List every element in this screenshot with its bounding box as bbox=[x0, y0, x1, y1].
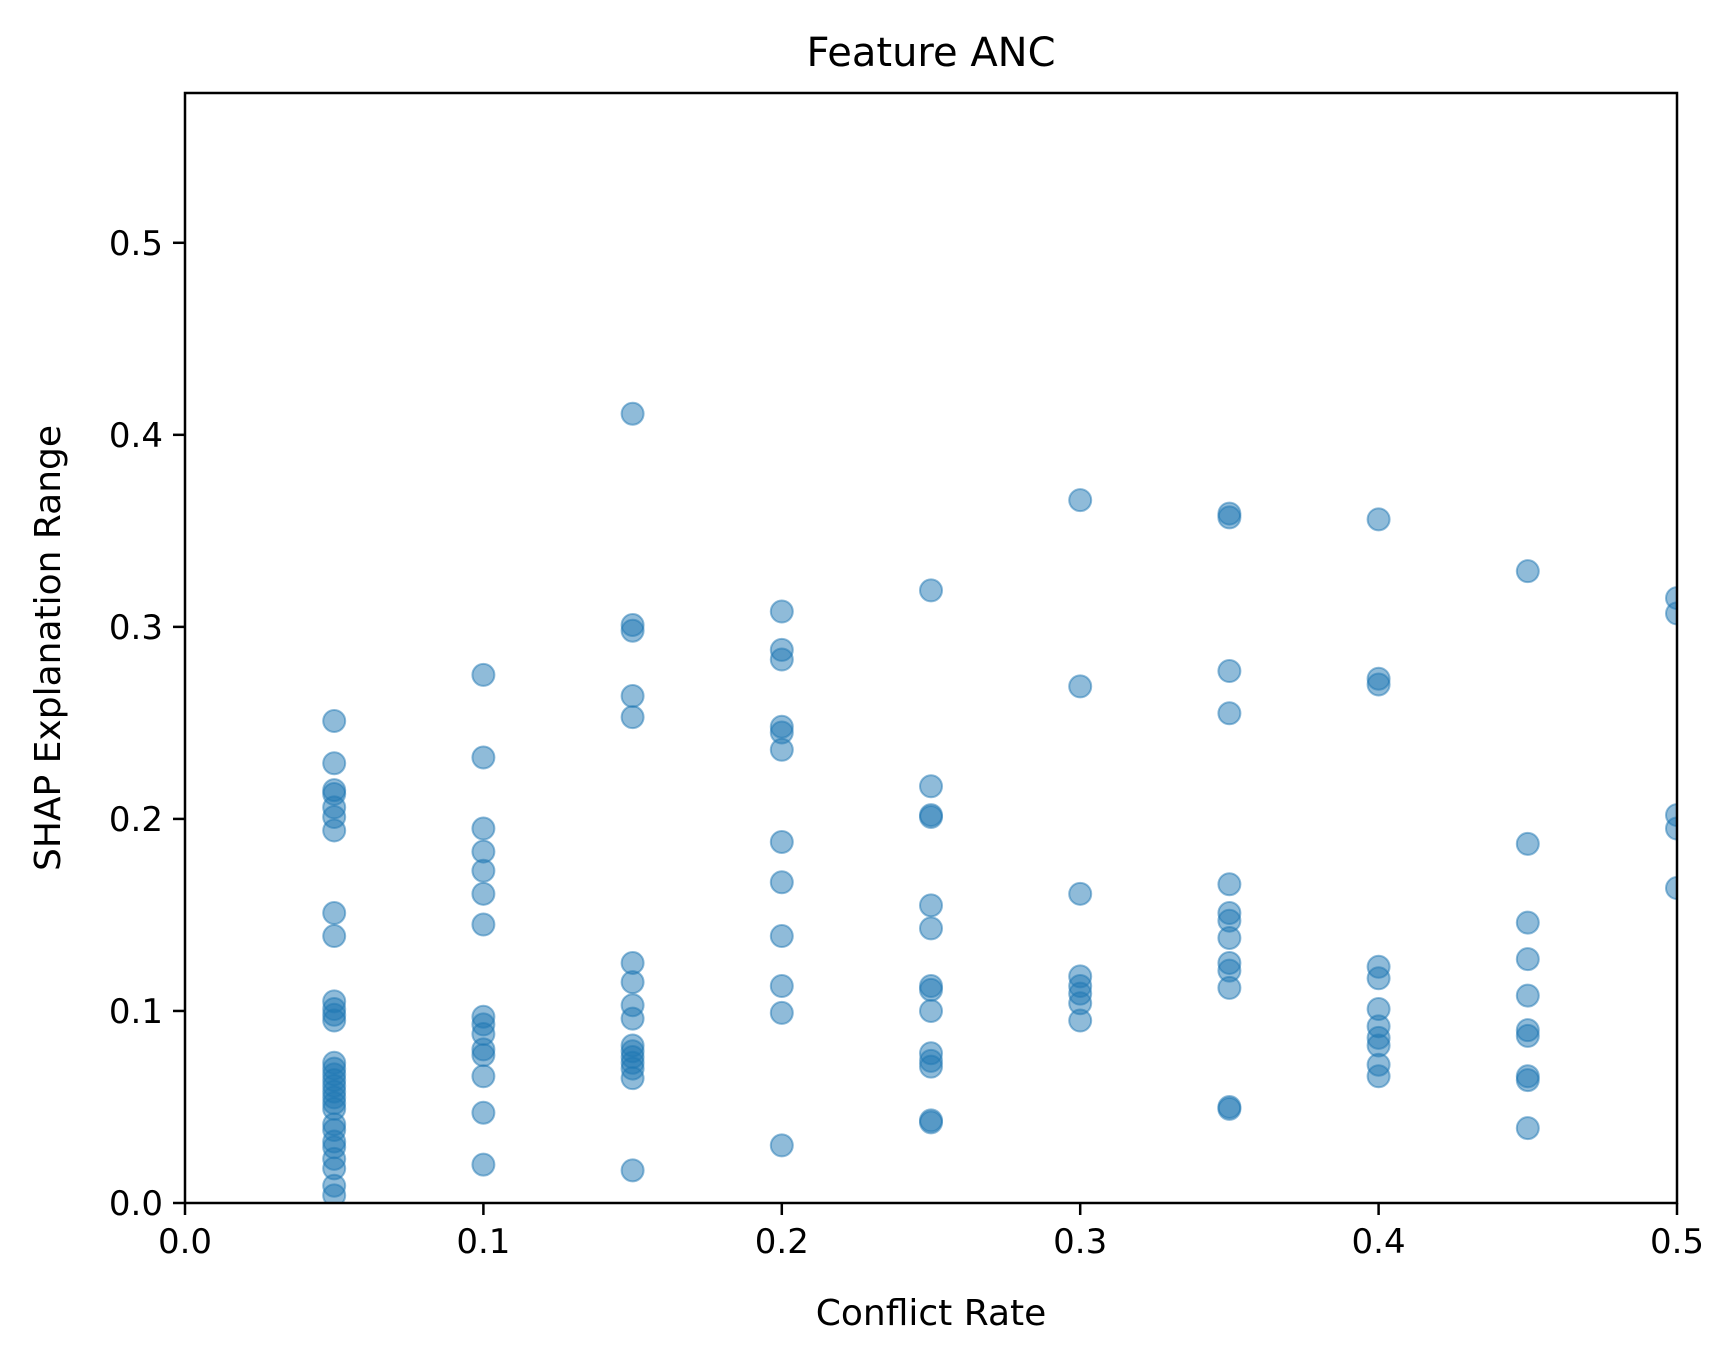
x-axis-label: Conflict Rate bbox=[816, 1293, 1047, 1334]
scatter-point bbox=[919, 1054, 943, 1079]
scatter-point bbox=[1217, 872, 1242, 897]
x-tick-label: 0.3 bbox=[1053, 1222, 1107, 1262]
scatter-point bbox=[919, 977, 943, 1002]
scatter-point bbox=[1217, 1096, 1242, 1121]
plot-frame bbox=[183, 91, 1679, 1205]
scatter-point bbox=[1217, 505, 1242, 530]
scatter-point bbox=[769, 829, 794, 854]
scatter-point bbox=[471, 912, 496, 937]
scatter-point bbox=[471, 881, 496, 906]
scatter-point bbox=[1515, 910, 1540, 935]
scatter-point bbox=[919, 893, 943, 918]
y-tick-label: 0.2 bbox=[109, 800, 163, 840]
scatter-point bbox=[769, 647, 794, 672]
scatter-point bbox=[1068, 674, 1093, 699]
scatter-point bbox=[1515, 831, 1540, 856]
scatter-point bbox=[769, 1133, 794, 1158]
scatter-point bbox=[919, 774, 943, 799]
scatter-point bbox=[1665, 601, 1677, 626]
x-tick-label: 0.5 bbox=[1650, 1222, 1704, 1262]
scatter-point bbox=[471, 662, 496, 687]
scatter-point bbox=[1366, 507, 1391, 532]
scatter-point bbox=[769, 737, 794, 762]
scatter-point bbox=[1515, 947, 1540, 972]
scatter-point bbox=[471, 1100, 496, 1125]
scatter-point bbox=[1366, 672, 1391, 697]
points-layer bbox=[322, 401, 1677, 1203]
y-tick-label: 0.4 bbox=[109, 416, 163, 456]
scatter-point bbox=[1366, 1064, 1391, 1089]
scatter-point bbox=[1068, 488, 1093, 513]
scatter-point bbox=[1217, 975, 1242, 1000]
scatter-point bbox=[1515, 1023, 1540, 1048]
scatter-point bbox=[620, 970, 645, 995]
scatter-point bbox=[1068, 881, 1093, 906]
x-tick-label: 0.1 bbox=[456, 1222, 510, 1262]
scatter-point bbox=[471, 1064, 496, 1089]
scatter-point bbox=[471, 745, 496, 770]
scatter-point bbox=[322, 1183, 347, 1203]
x-tick-label: 0.4 bbox=[1352, 1222, 1406, 1262]
scatter-point bbox=[769, 1000, 794, 1025]
scatter-point bbox=[1366, 966, 1391, 991]
scatter-point bbox=[769, 870, 794, 895]
scatter-point bbox=[1665, 816, 1677, 841]
scatter-point bbox=[1515, 559, 1540, 584]
scatter-point bbox=[769, 973, 794, 998]
scatter-point bbox=[1068, 1008, 1093, 1033]
x-axis-ticks: 0.0 0.1 0.2 0.3 0.4 0.5 bbox=[158, 1203, 1704, 1262]
scatter-point bbox=[919, 578, 943, 603]
y-tick-label: 0.5 bbox=[109, 224, 163, 264]
scatter-point bbox=[620, 1066, 645, 1091]
scatter-point bbox=[471, 1043, 496, 1068]
scatter-point bbox=[1515, 1116, 1540, 1141]
scatter-point bbox=[1217, 701, 1242, 726]
y-tick-label: 0.3 bbox=[109, 608, 163, 648]
scatter-point bbox=[620, 618, 645, 643]
scatter-point bbox=[919, 804, 943, 829]
y-axis-ticks: 0.0 0.1 0.2 0.3 0.4 0.5 bbox=[109, 224, 185, 1224]
scatter-point bbox=[919, 1110, 943, 1135]
scatter-point bbox=[322, 901, 347, 926]
y-axis-label: SHAP Explanation Range bbox=[28, 425, 69, 871]
y-tick-label: 0.1 bbox=[109, 992, 163, 1032]
scatter-point bbox=[769, 599, 794, 624]
scatter-point bbox=[322, 708, 347, 733]
scatter-point bbox=[322, 924, 347, 949]
x-tick-label: 0.2 bbox=[755, 1222, 809, 1262]
scatter-point bbox=[322, 751, 347, 776]
scatter-point bbox=[620, 401, 645, 426]
scatter-point bbox=[620, 705, 645, 730]
x-tick-label: 0.0 bbox=[158, 1222, 212, 1262]
scatter-point bbox=[471, 816, 496, 841]
scatter-point bbox=[1217, 659, 1242, 684]
scatter-point bbox=[1217, 925, 1242, 950]
scatter-point bbox=[769, 924, 794, 949]
y-tick-label: 0.0 bbox=[109, 1184, 163, 1224]
scatter-point bbox=[471, 1152, 496, 1177]
scatter-point bbox=[322, 1008, 347, 1033]
scatter-point bbox=[1515, 1068, 1540, 1093]
scatter-point bbox=[620, 1158, 645, 1183]
scatter-point bbox=[919, 998, 943, 1023]
chart-title: Feature ANC bbox=[806, 30, 1055, 76]
scatter-point bbox=[471, 858, 496, 883]
scatter-point bbox=[322, 818, 347, 843]
scatter-point bbox=[620, 1006, 645, 1031]
scatter-point bbox=[1665, 876, 1677, 901]
scatter-point bbox=[1515, 983, 1540, 1008]
scatter-point bbox=[919, 916, 943, 941]
scatter-point bbox=[620, 684, 645, 709]
